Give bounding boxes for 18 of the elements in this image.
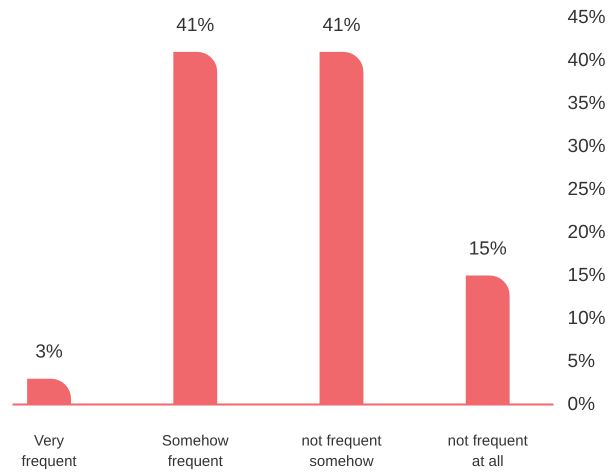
data-label: 41% [176,14,214,36]
y-tick-label: 45% [568,7,606,28]
data-label: 3% [35,342,63,363]
x-tick-label: Somehow frequent [162,432,229,470]
y-tick-label: 0% [568,394,596,415]
y-tick-label: 5% [568,351,596,372]
data-label: 41% [322,14,361,36]
x-tick-label: not frequent somehow [301,432,382,470]
y-tick-label: 20% [568,222,606,243]
y-tick-label: 35% [568,93,606,114]
y-tick-label: 30% [568,136,606,157]
y-tick-label: 40% [568,50,606,71]
y-tick-label: 25% [568,179,606,200]
data-label: 15% [468,238,507,260]
y-tick-label: 15% [568,265,606,286]
y-tick-label: 10% [568,308,606,329]
x-tick-label: Very frequent [22,432,78,470]
x-tick-label: not frequent at all [448,432,529,470]
